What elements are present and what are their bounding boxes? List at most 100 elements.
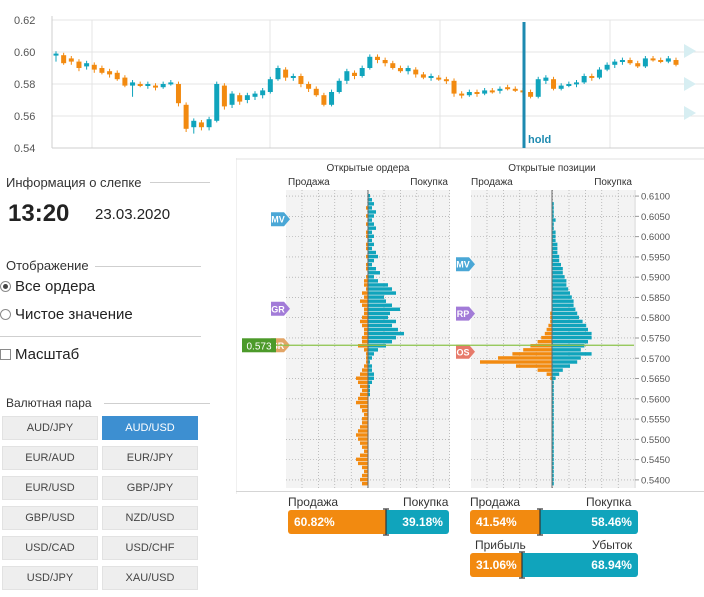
orders-buy-label: Покупка — [403, 495, 449, 509]
sell-bar — [356, 400, 368, 405]
scale-checkbox[interactable]: Масштаб — [0, 346, 79, 363]
buy-bar — [368, 315, 388, 320]
pair-button-eur-jpy[interactable]: EUR/JPY — [102, 446, 198, 470]
orders-buy-percent: 39.18% — [402, 515, 443, 529]
sell-bar — [362, 473, 368, 478]
sell-bar — [366, 262, 368, 267]
profit-segment: 31.06% — [470, 553, 523, 577]
marker-rp: RP — [456, 306, 475, 321]
sell-bar — [356, 457, 368, 462]
radio-net-value[interactable]: Чистое значение — [0, 306, 133, 323]
y-tick-label: 0.56 — [14, 111, 35, 123]
buy-side-label: Покупка — [594, 177, 632, 188]
sell-bar — [358, 437, 368, 441]
sell-bar — [362, 340, 368, 344]
candle-body — [505, 87, 511, 90]
pair-button-usd-jpy[interactable]: USD/JPY — [2, 566, 98, 590]
orders-buy-segment: 39.18% — [385, 510, 449, 534]
candle-body — [528, 92, 534, 97]
radio-all-orders[interactable]: Все ордера — [0, 278, 95, 295]
sell-bar — [364, 311, 368, 316]
buy-bar — [552, 214, 554, 218]
buy-bar — [368, 319, 396, 324]
sell-bar — [364, 331, 368, 336]
sell-side-label: Продажа — [471, 177, 513, 188]
marker-badge — [271, 212, 290, 227]
price-tick-label: 0.6050 — [641, 212, 670, 223]
sell-bar — [362, 408, 368, 413]
buy-bar — [552, 400, 554, 405]
section-divider — [104, 403, 210, 404]
pair-button-gbp-jpy[interactable]: GBP/JPY — [102, 476, 198, 500]
sell-bar — [360, 372, 368, 376]
candle-body — [168, 82, 174, 85]
buy-bar — [368, 262, 372, 267]
buy-bar — [552, 372, 560, 376]
buy-bar — [368, 210, 376, 214]
pair-button-aud-usd[interactable]: AUD/USD — [102, 416, 198, 440]
sell-bar — [364, 283, 368, 287]
buy-bar — [368, 356, 372, 360]
pair-button-eur-aud[interactable]: EUR/AUD — [2, 446, 98, 470]
sell-bar — [364, 307, 368, 312]
buy-bar — [368, 198, 372, 202]
pair-button-aud-jpy[interactable]: AUD/JPY — [2, 416, 98, 440]
pair-button-usd-cad[interactable]: USD/CAD — [2, 536, 98, 560]
marker-badge — [271, 301, 290, 316]
candle-body — [244, 95, 250, 100]
buy-bar — [552, 246, 558, 251]
radio-icon-selected[interactable] — [0, 281, 11, 292]
price-tick-label: 0.6000 — [641, 232, 670, 243]
sell-bar — [366, 275, 368, 279]
price-tick-label: 0.5700 — [641, 354, 670, 365]
checkbox-icon[interactable] — [0, 349, 11, 360]
section-divider — [150, 182, 210, 183]
buy-bar — [552, 348, 581, 352]
pair-button-eur-usd[interactable]: EUR/USD — [2, 476, 98, 500]
price-tick-label: 0.6100 — [641, 192, 670, 203]
marker-os: OS — [456, 344, 475, 359]
pair-button-xau-usd[interactable]: XAU/USD — [102, 566, 198, 590]
sell-bar — [366, 222, 368, 226]
buy-bar — [368, 303, 392, 307]
buy-bar — [368, 222, 374, 226]
buy-bar — [368, 275, 374, 279]
buy-bar — [368, 340, 392, 344]
sell-bar — [366, 254, 368, 259]
candle-body — [107, 71, 113, 75]
candle-body — [237, 95, 243, 102]
sell-bar — [366, 230, 368, 234]
buy-bar — [552, 453, 554, 458]
candle-body — [306, 84, 312, 89]
scale-label: Масштаб — [15, 346, 80, 363]
candle-body — [436, 77, 442, 80]
buy-bar — [552, 279, 567, 283]
buy-bar — [552, 429, 554, 433]
candle-body — [665, 58, 671, 62]
buy-bar — [552, 258, 560, 263]
candle-body — [183, 104, 189, 129]
buy-bar — [552, 380, 554, 385]
sell-bar — [364, 364, 368, 368]
marker-label: OS — [456, 347, 469, 357]
buy-bar — [552, 202, 554, 206]
sell-bar — [366, 246, 368, 251]
buy-bar — [552, 413, 554, 417]
buy-bar — [368, 392, 370, 397]
panel-title: Открытые ордера — [326, 163, 409, 174]
candle-body — [352, 72, 358, 76]
candle-body — [451, 80, 457, 94]
buy-bar — [552, 421, 554, 425]
candle-body — [290, 76, 296, 78]
candle-body — [229, 93, 235, 105]
candle-body — [642, 58, 648, 67]
candle-body — [359, 68, 365, 76]
radio-all-orders-label: Все ордера — [15, 278, 96, 295]
pair-button-usd-chf[interactable]: USD/CHF — [102, 536, 198, 560]
pair-button-gbp-usd[interactable]: GBP/USD — [2, 506, 98, 530]
pair-button-nzd-usd[interactable]: NZD/USD — [102, 506, 198, 530]
candle-body — [114, 72, 120, 80]
radio-icon[interactable] — [0, 309, 11, 320]
sell-bar — [364, 348, 368, 352]
buy-bar — [368, 254, 378, 259]
